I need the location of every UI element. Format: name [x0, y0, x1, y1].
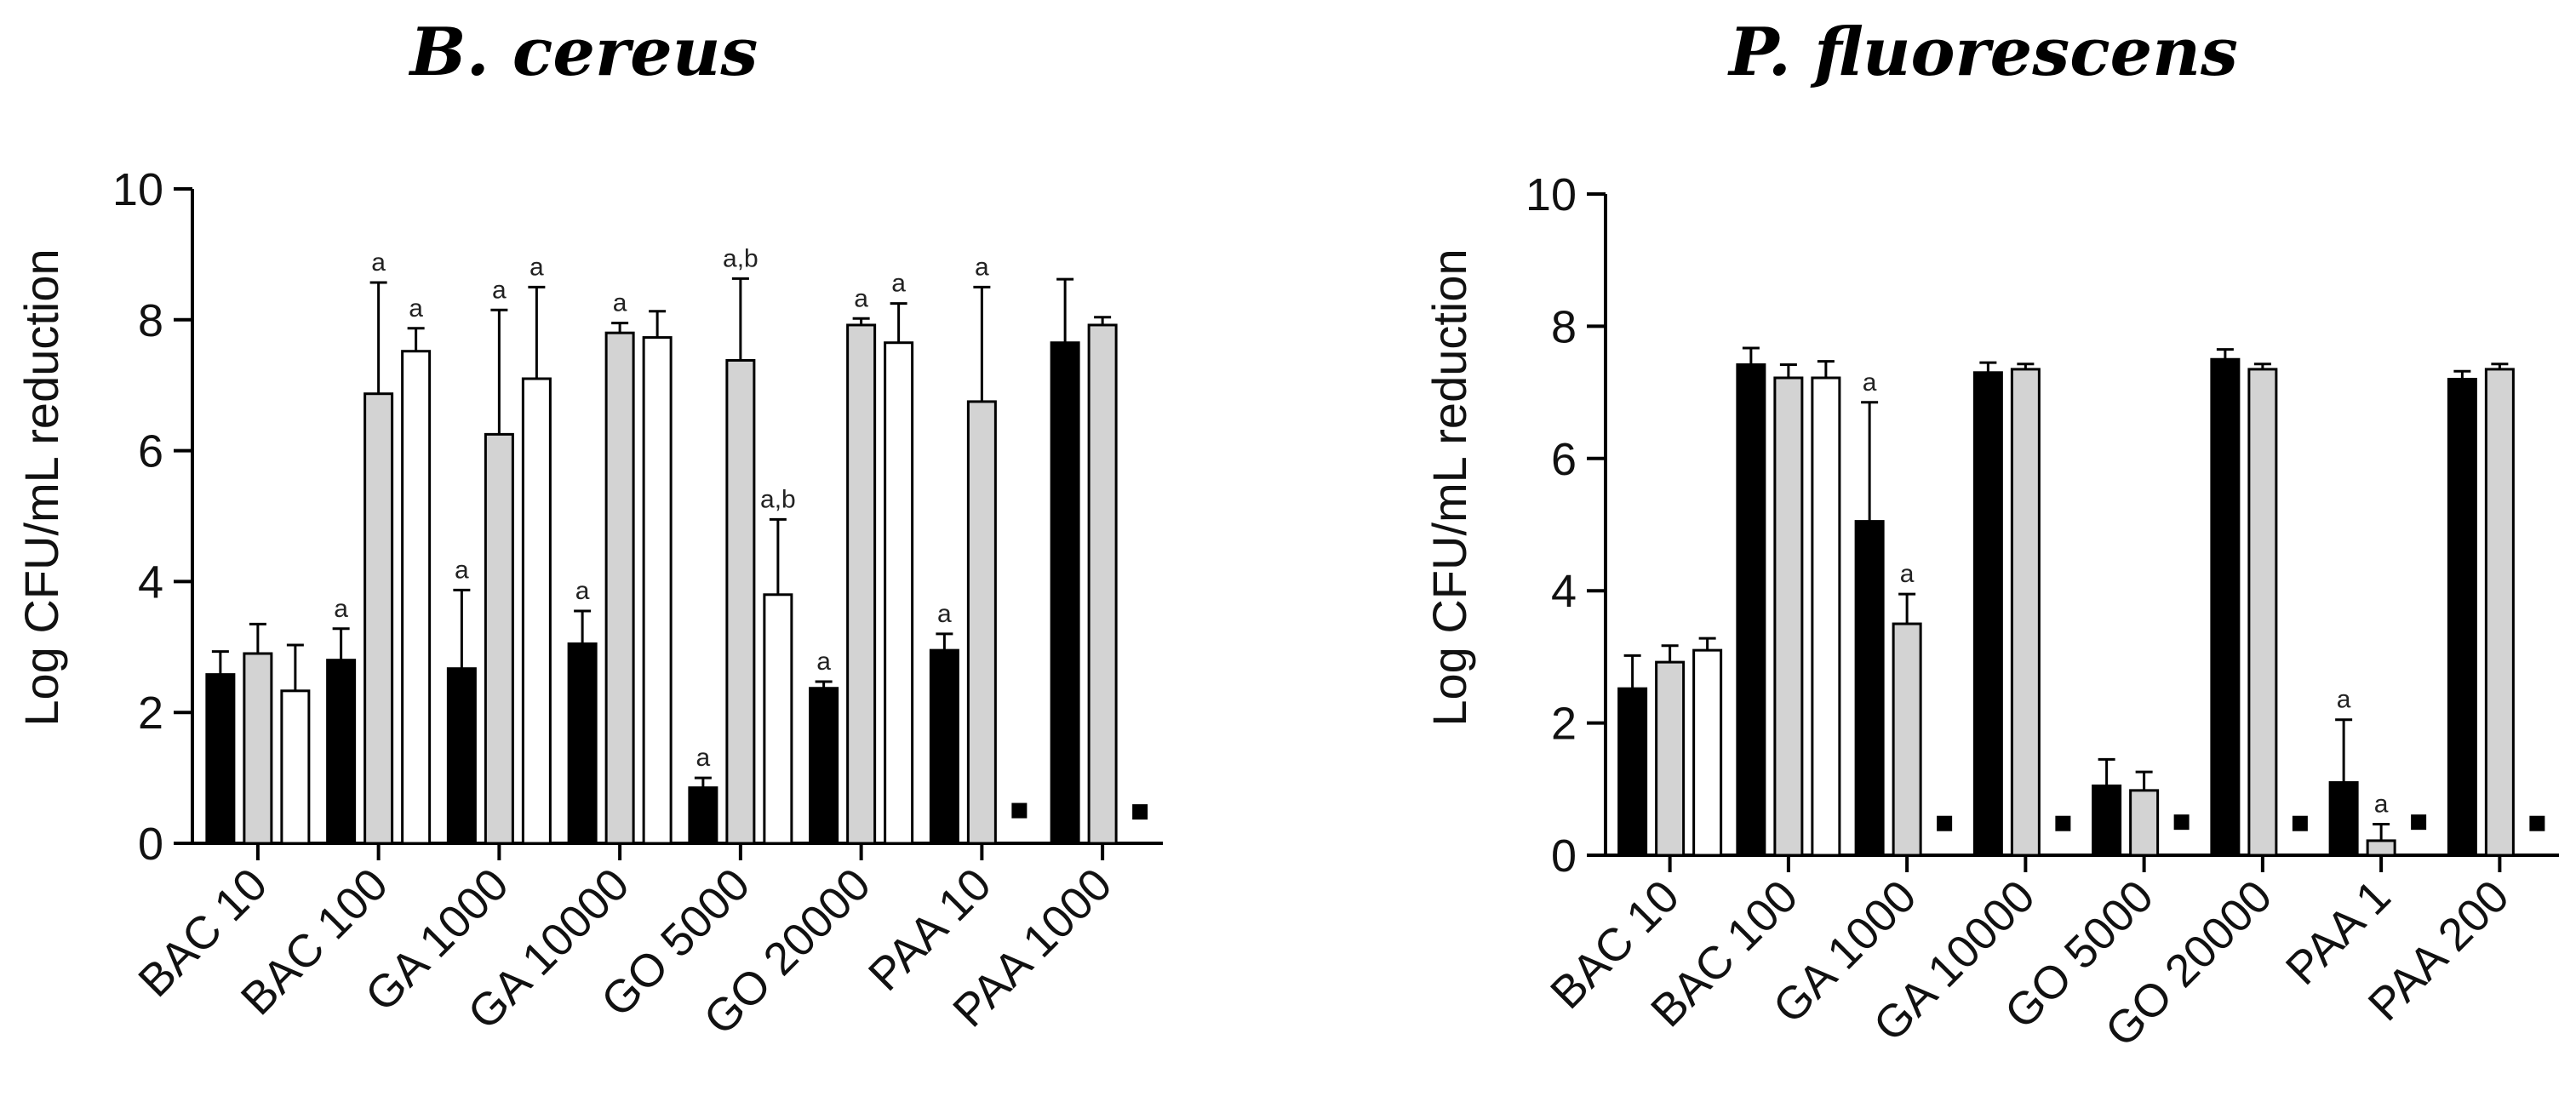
significance-label: a [1900, 560, 1915, 588]
bar [763, 593, 793, 845]
bar [326, 659, 357, 845]
significance-label: a [575, 577, 590, 605]
significance-label: a,b [723, 244, 758, 272]
significance-label: a [371, 248, 386, 277]
bar [1050, 341, 1080, 845]
significance-label: a,b [760, 485, 796, 513]
bar [1811, 376, 1841, 857]
no-growth-marker [2411, 814, 2427, 831]
bar [884, 341, 914, 845]
significance-label: a [613, 289, 627, 317]
bar [929, 648, 959, 845]
bar [1087, 323, 1118, 845]
bar [243, 652, 273, 845]
chart-b-cereus: B. cereus Log CFU/mL reduction 0246810BA… [14, 14, 1163, 1045]
bar [1617, 687, 1648, 857]
significance-label: a [937, 600, 952, 628]
bar [280, 689, 311, 845]
chart-p-fluorescens: P. fluorescens Log CFU/mL reduction 0 2 4 6… [1423, 14, 2559, 1057]
significance-label: a [1863, 368, 1877, 397]
bar [2328, 781, 2359, 857]
bar [725, 358, 756, 845]
no-growth-marker [1011, 802, 1028, 819]
y-tick-label: 0 [138, 819, 163, 870]
significance-label: a [891, 270, 906, 298]
bar [205, 673, 236, 845]
no-growth-marker [2055, 815, 2071, 831]
bar [1773, 376, 1804, 857]
y-tick-label: 6 [1551, 434, 1577, 485]
bar [484, 432, 514, 845]
bar [2092, 784, 2122, 857]
significance-label: a [975, 253, 989, 281]
bar [1892, 622, 1922, 857]
bar [2366, 839, 2396, 857]
bar [1692, 648, 1723, 857]
bar [688, 786, 718, 845]
no-growth-marker [1937, 815, 1953, 831]
bar [2129, 789, 2160, 857]
significance-label: a [696, 744, 711, 772]
bar [1972, 371, 2003, 857]
bar [567, 642, 598, 845]
y-tick-label: 8 [138, 295, 163, 346]
bar [2210, 357, 2241, 857]
significance-label: a [334, 595, 348, 623]
significance-label: a [816, 648, 831, 676]
bar [809, 687, 839, 845]
y-axis-label: Log CFU/mL reduction [1423, 248, 1476, 726]
significance-label: a [492, 276, 507, 304]
bar [2247, 368, 2278, 857]
y-tick-label: 0 [1551, 831, 1577, 882]
significance-label: a [2374, 790, 2389, 818]
y-tick-label: 10 [1526, 169, 1577, 220]
bar [642, 336, 673, 845]
significance-label: a [2337, 686, 2351, 714]
bar [2484, 368, 2515, 857]
y-tick-label: 6 [138, 426, 163, 477]
significance-label: a [455, 556, 469, 584]
bar [1736, 363, 1766, 857]
bar [966, 400, 997, 845]
significance-label: a [530, 253, 544, 281]
no-growth-marker [2292, 815, 2308, 831]
bar [1655, 660, 1686, 857]
bar [846, 323, 877, 845]
chart-title: P. fluorescens [1727, 14, 2238, 91]
y-tick-label: 8 [1551, 301, 1577, 352]
y-tick-label: 4 [1551, 566, 1577, 617]
bar [446, 667, 477, 845]
y-axis-label: Log CFU/mL reduction [14, 248, 68, 726]
no-growth-marker [1132, 804, 1148, 820]
bar [604, 331, 635, 845]
bar [1854, 520, 1885, 857]
bar [401, 350, 432, 845]
y-tick-label: 4 [138, 557, 163, 608]
bar [2447, 378, 2477, 857]
y-tick-label: 2 [138, 688, 163, 739]
y-tick-label: 2 [1551, 699, 1577, 750]
significance-label: a [854, 284, 868, 312]
bar [364, 392, 394, 845]
no-growth-marker [2529, 815, 2545, 831]
bar [2010, 368, 2041, 857]
chart-title: B. cereus [409, 14, 758, 91]
significance-label: a [409, 294, 423, 323]
y-tick-label: 10 [112, 164, 163, 215]
no-growth-marker [2173, 814, 2190, 831]
bar [521, 377, 552, 845]
